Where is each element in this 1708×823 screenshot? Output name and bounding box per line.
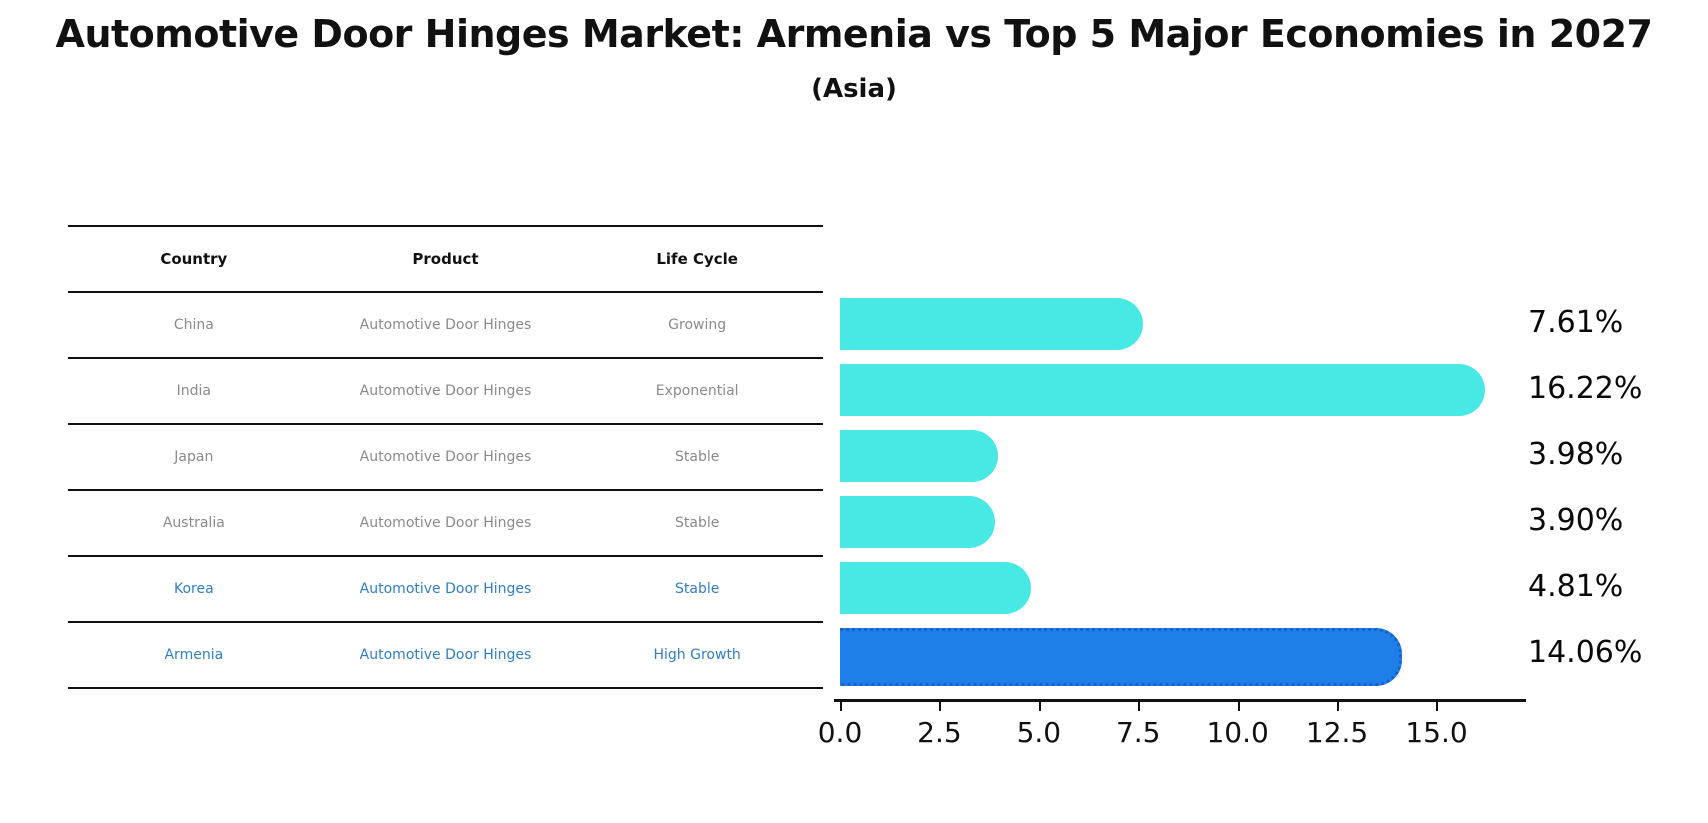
cell-product: Automotive Door Hinges: [359, 317, 532, 333]
bar-australia: [840, 496, 995, 548]
cell-country: Armenia: [164, 647, 224, 663]
bar-chart-plot-area: [840, 225, 1540, 687]
cell-product: Automotive Door Hinges: [359, 383, 532, 399]
table-row-china: China Automotive Door Hinges Growing: [68, 291, 823, 357]
cell-country: Australia: [162, 515, 225, 531]
value-label-armenia: 14.06%: [1528, 635, 1643, 670]
comparison-table: Country Product Life Cycle China Automoti…: [68, 225, 823, 689]
x-axis-tick-label: 2.5: [917, 716, 962, 749]
cell-lifecycle: Stable: [674, 449, 720, 465]
bar-china: [840, 298, 1143, 350]
table-row-korea: Korea Automotive Door Hinges Stable: [68, 555, 823, 621]
header-country: Country: [160, 250, 228, 268]
x-axis-tick-label: 15.0: [1405, 716, 1468, 749]
cell-product: Automotive Door Hinges: [359, 515, 532, 531]
cell-product: Automotive Door Hinges: [359, 581, 532, 597]
page-title: Automotive Door Hinges Market: Armenia v…: [55, 12, 1653, 56]
cell-country: Korea: [173, 581, 214, 597]
table-row-japan: Japan Automotive Door Hinges Stable: [68, 423, 823, 489]
cell-country: Japan: [174, 449, 214, 465]
x-axis-tick: [840, 701, 842, 711]
table-header-row: Country Product Life Cycle: [68, 225, 823, 291]
x-axis-tick: [1436, 701, 1439, 711]
table-row-india: India Automotive Door Hinges Exponential: [68, 357, 823, 423]
cell-country: India: [176, 383, 211, 399]
table-row-armenia: Armenia Automotive Door Hinges High Growth: [68, 621, 823, 689]
cell-lifecycle: High Growth: [653, 647, 741, 663]
bar-india: [840, 364, 1485, 416]
x-axis-tick-label: 12.5: [1305, 716, 1369, 749]
cell-lifecycle: Exponential: [655, 383, 739, 399]
x-axis-tick: [1237, 701, 1240, 711]
cell-lifecycle: Stable: [674, 515, 720, 531]
value-label-korea: 4.81%: [1528, 569, 1624, 604]
x-axis-tick-label: 7.5: [1115, 716, 1161, 749]
cell-product: Automotive Door Hinges: [359, 449, 532, 465]
table-row-australia: Australia Automotive Door Hinges Stable: [68, 489, 823, 555]
x-axis-tick: [1337, 701, 1340, 711]
value-label-india: 16.22%: [1528, 371, 1643, 406]
cell-lifecycle: Growing: [668, 317, 727, 333]
value-label-japan: 3.98%: [1528, 437, 1624, 472]
x-axis-line: [834, 699, 1526, 702]
bar-armenia: [840, 628, 1402, 686]
cell-lifecycle: Stable: [674, 581, 720, 597]
header-product: Product: [412, 250, 479, 268]
x-axis-tick: [1038, 701, 1041, 711]
x-axis-tick: [1138, 701, 1141, 711]
page-subtitle: (Asia): [811, 74, 897, 104]
x-axis-tick-label: 0.0: [817, 716, 863, 749]
value-label-australia: 3.90%: [1528, 503, 1624, 538]
header-lifecycle: Life Cycle: [656, 250, 738, 268]
x-axis-tick-label: 5.0: [1016, 716, 1062, 749]
x-axis-tick-label: 10.0: [1206, 716, 1269, 749]
bar-korea: [840, 562, 1031, 614]
x-axis-tick: [939, 701, 942, 711]
value-label-china: 7.61%: [1528, 305, 1624, 340]
cell-country: China: [173, 317, 214, 333]
cell-product: Automotive Door Hinges: [359, 647, 532, 663]
bar-japan: [840, 430, 998, 482]
